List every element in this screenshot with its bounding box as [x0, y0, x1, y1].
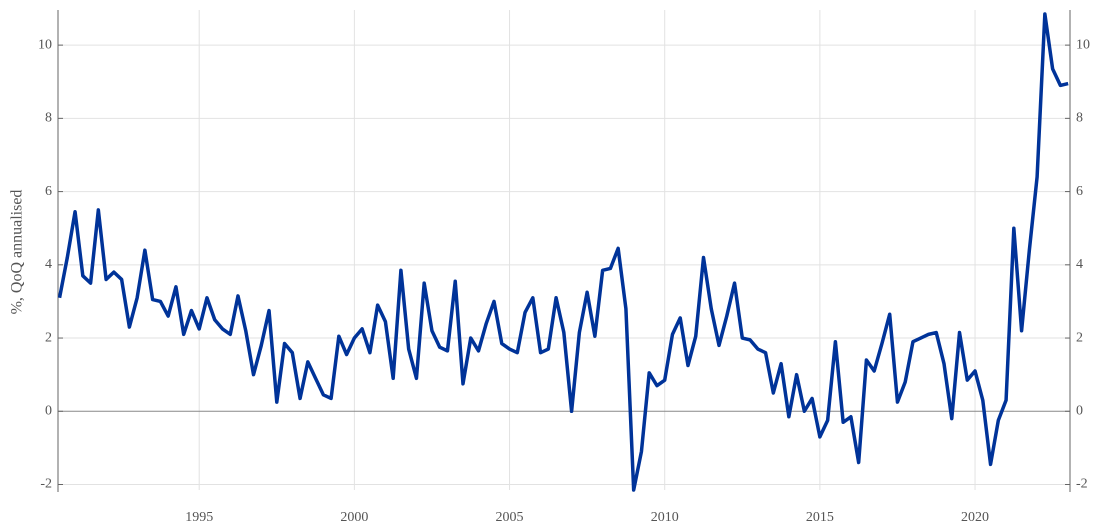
- y-tick-label: 6: [45, 184, 52, 199]
- y-tick-label: -2: [40, 477, 52, 492]
- series-line: [58, 12, 1069, 492]
- y2-tick-label: 2: [1076, 330, 1083, 345]
- x-tick-label: 2015: [806, 510, 834, 525]
- x-tick-label: 2010: [651, 510, 679, 525]
- x-tick-label: 1995: [185, 510, 213, 525]
- y2-tick-label: 8: [1076, 111, 1083, 126]
- y2-tick-label: 0: [1076, 403, 1083, 418]
- y-tick-label: 0: [45, 403, 52, 418]
- y-tick-label: 4: [45, 257, 52, 272]
- y2-tick-label: 4: [1076, 257, 1083, 272]
- y2-tick-label: -2: [1076, 477, 1088, 492]
- y-tick-label: 10: [38, 37, 52, 52]
- x-tick-label: 2000: [340, 510, 368, 525]
- x-tick-label: 2005: [496, 510, 524, 525]
- y-axis-label: %, QoQ annualised: [9, 190, 26, 315]
- x-tick-label: 2020: [961, 510, 989, 525]
- y2-tick-label: 6: [1076, 184, 1083, 199]
- y2-tick-label: 10: [1076, 37, 1090, 52]
- y-tick-label: 8: [45, 111, 52, 126]
- y-tick-label: 2: [45, 330, 52, 345]
